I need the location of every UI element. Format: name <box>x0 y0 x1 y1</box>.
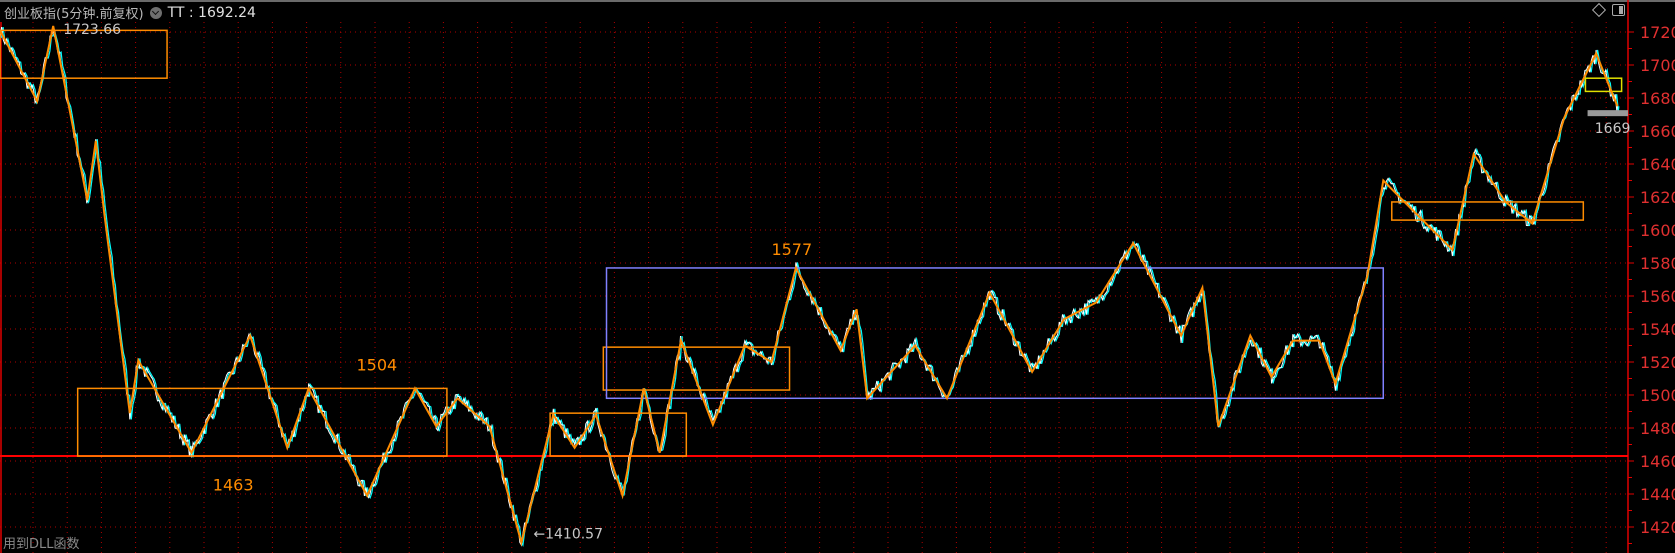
top-border <box>0 0 1675 2</box>
zigzag-line <box>0 25 1619 547</box>
y-tick-label: 1720 <box>1640 23 1675 42</box>
chart-toolbar <box>1591 2 1625 18</box>
consolidation-box <box>1584 77 1623 93</box>
y-tick-label: 1480 <box>1640 419 1675 438</box>
chart-title: 创业板指(5分钟.前复权) <box>4 7 144 22</box>
y-tick-label: 1440 <box>1640 485 1675 504</box>
y-tick-label: 1460 <box>1640 452 1675 471</box>
annotation-low: ←1410.57 <box>533 527 603 543</box>
chart-header: 创业板指(5分钟.前复权) TT : 1692.24 <box>4 3 256 23</box>
consolidation-box <box>605 267 1385 400</box>
consolidation-box <box>1391 201 1585 221</box>
y-tick-label: 1680 <box>1640 89 1675 108</box>
consolidation-box <box>76 387 448 457</box>
y-tick-label: 1500 <box>1640 386 1675 405</box>
y-tick-label: 1660 <box>1640 122 1675 141</box>
annotation-level: 1463 <box>213 476 254 495</box>
consolidation-box <box>549 412 688 457</box>
price-series-cyan <box>0 27 1620 547</box>
panel-toggle-icon[interactable] <box>1612 4 1625 16</box>
annotation-high: 1723.66 <box>63 22 121 38</box>
y-tick-label: 1580 <box>1640 254 1675 273</box>
chevron-down-circle-icon[interactable] <box>149 6 162 19</box>
annotation-level: 1577 <box>771 240 812 259</box>
y-tick-label: 1560 <box>1640 287 1675 306</box>
last-price-marker <box>1587 110 1628 117</box>
consolidation-box <box>0 29 168 79</box>
y-tick-label: 1620 <box>1640 188 1675 207</box>
y-tick-label: 1700 <box>1640 56 1675 75</box>
indicator-readout: TT : 1692.24 <box>167 4 256 21</box>
price-series-white <box>0 27 1618 547</box>
annotation-level: 1504 <box>356 355 397 374</box>
dll-note: 用到DLL函数 <box>3 537 80 552</box>
y-tick-label: 1600 <box>1640 221 1675 240</box>
y-tick-label: 1420 <box>1640 518 1675 537</box>
consolidation-box <box>602 346 791 391</box>
y-tick-label: 1520 <box>1640 353 1675 372</box>
y-tick-label: 1540 <box>1640 320 1675 339</box>
annotation-last: 1669 <box>1595 121 1631 137</box>
y-tick-label: 1640 <box>1640 155 1675 174</box>
